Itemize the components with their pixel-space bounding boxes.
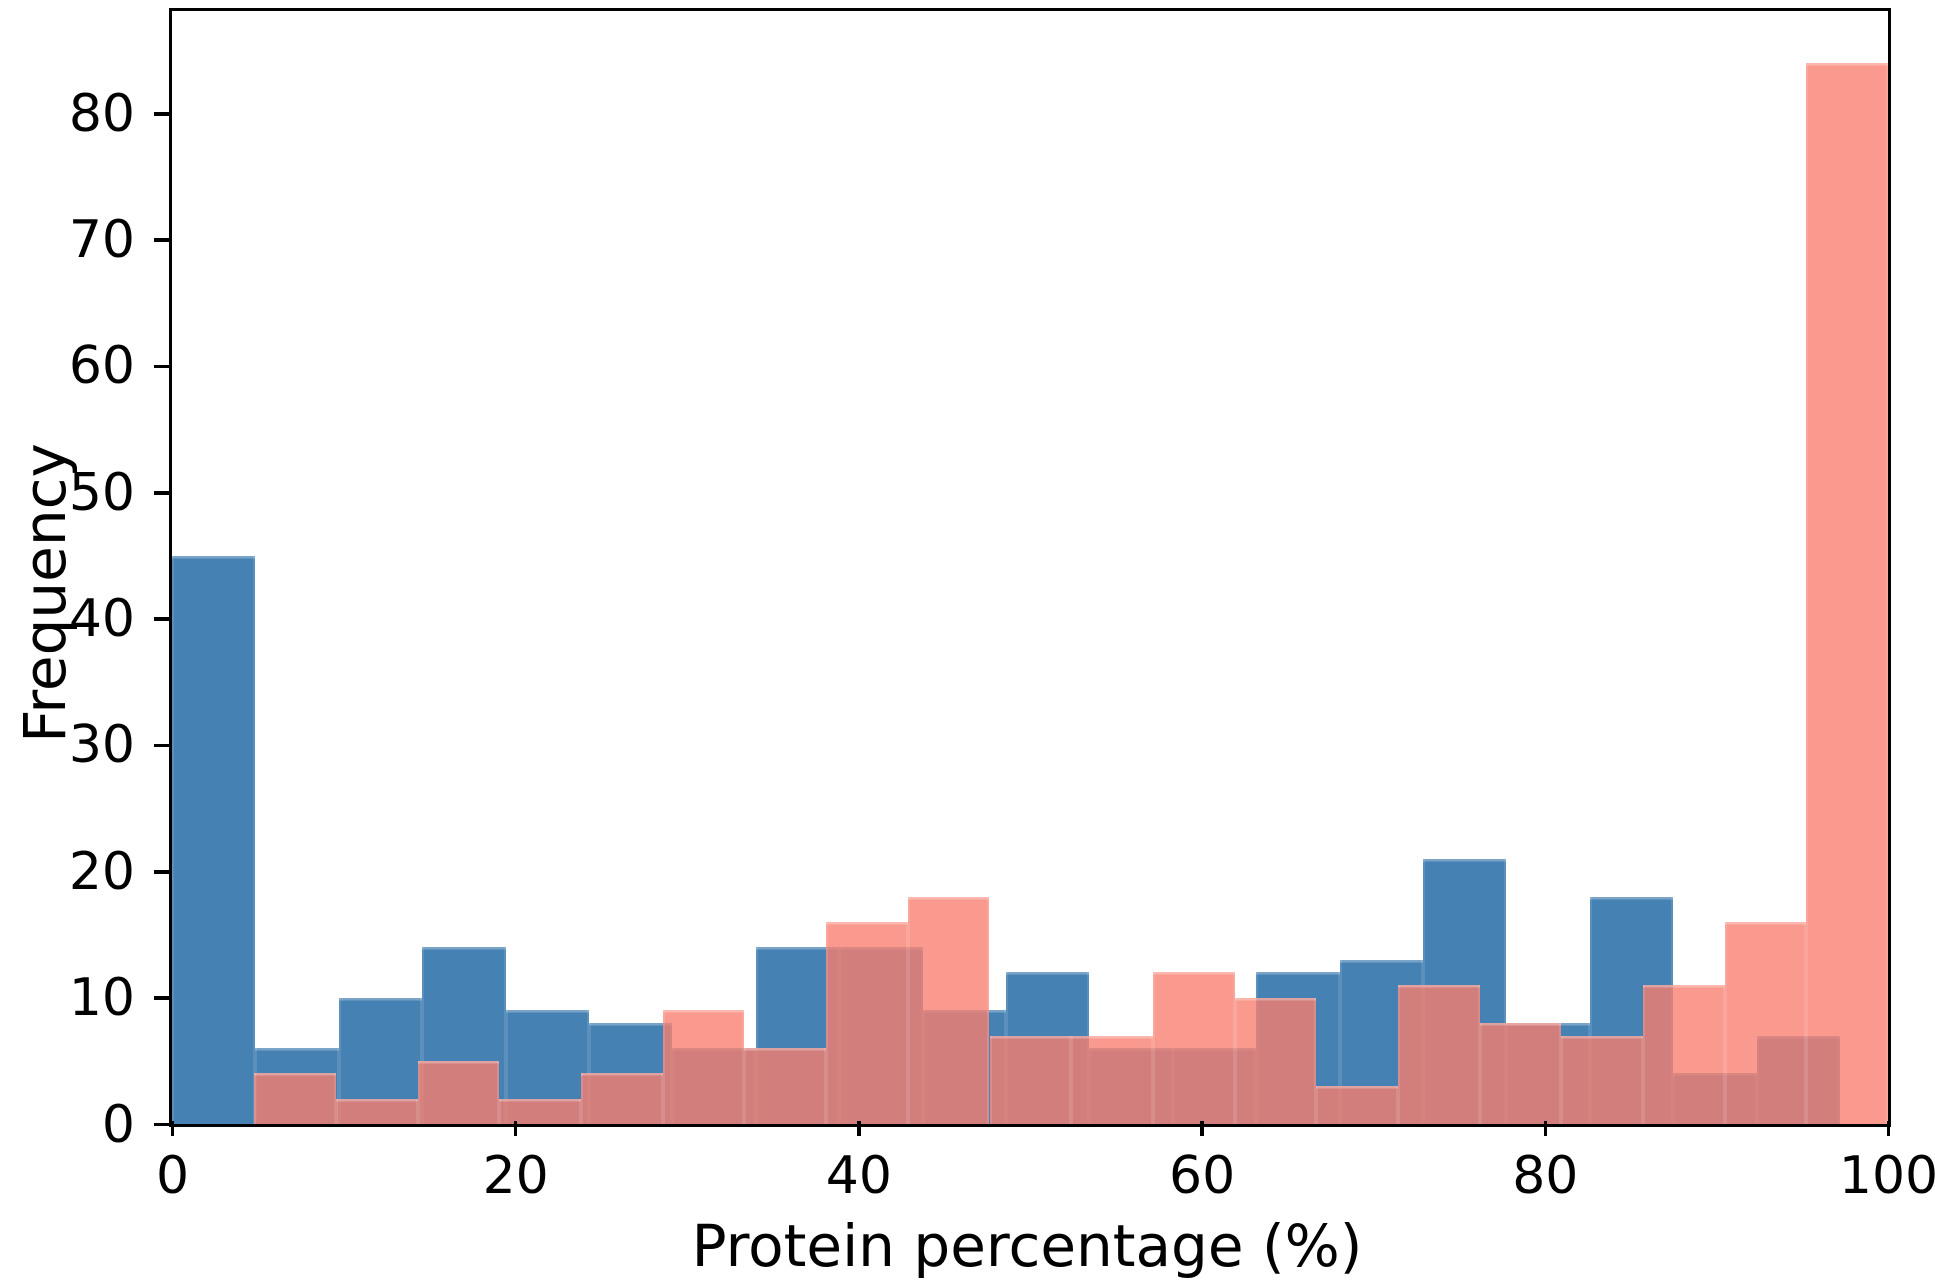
histogram-bar-salmon [662,1010,745,1124]
y-axis-tick [154,617,169,621]
histogram-bar-salmon [1234,997,1317,1124]
x-axis-tick [1886,1121,1891,1136]
histogram-bar-salmon [1316,1086,1398,1124]
histogram-bar-salmon [254,1073,337,1124]
x-tick-label: 80 [1512,1146,1579,1206]
y-axis-tick [154,1122,169,1127]
histogram-bar-salmon [499,1098,582,1124]
y-tick-label: 30 [68,715,135,776]
x-axis-tick [857,1121,861,1136]
x-tick-label: 60 [1169,1146,1236,1206]
y-axis-tick [154,996,169,1000]
y-tick-label: 80 [68,83,135,144]
y-axis-label: Frequency [11,443,79,743]
y-tick-label: 0 [101,1094,135,1155]
histogram-bar-salmon [1397,985,1480,1124]
histogram-bar-salmon [989,1035,1072,1124]
y-tick-label: 60 [68,336,135,397]
histogram-bars-layer [172,11,1888,1124]
y-tick-label: 20 [68,841,135,902]
histogram-bar-salmon [1642,985,1725,1124]
x-tick-label: 40 [825,1146,892,1206]
y-tick-label: 40 [68,589,135,650]
histogram-bar-salmon [1724,921,1807,1124]
histogram-bar-salmon [1479,1022,1562,1124]
y-axis-tick [154,743,169,748]
y-axis-tick [154,491,169,495]
histogram-bar-salmon [744,1048,827,1124]
histogram-bar-salmon [417,1060,500,1124]
histogram-bar-salmon [1071,1035,1153,1124]
x-tick-label: 20 [482,1146,549,1206]
x-tick-label: 0 [155,1146,190,1206]
y-axis-tick [154,238,169,242]
x-axis-label: Protein percentage (%) [691,1212,1363,1280]
y-tick-label: 50 [68,462,135,523]
x-axis-tick [513,1121,518,1136]
x-axis-tick [170,1121,175,1136]
y-axis-tick [154,364,169,369]
y-axis-tick [154,112,169,116]
y-tick-label: 70 [68,210,135,271]
histogram-bar-salmon [907,896,990,1124]
histogram-bar-salmon [1152,972,1235,1124]
x-axis-tick [1543,1121,1548,1136]
histogram-bar-salmon [826,921,908,1124]
plot-area [169,8,1891,1127]
histogram-bar-salmon [581,1073,663,1124]
histogram-bar-salmon [336,1098,418,1124]
x-tick-label: 100 [1838,1146,1935,1206]
y-tick-label: 10 [68,968,135,1029]
histogram-bar-salmon [1806,62,1888,1124]
x-axis-tick [1200,1121,1204,1136]
y-axis-tick [154,870,169,874]
histogram-bar-blue [172,555,256,1124]
histogram-bar-salmon [1561,1035,1643,1124]
